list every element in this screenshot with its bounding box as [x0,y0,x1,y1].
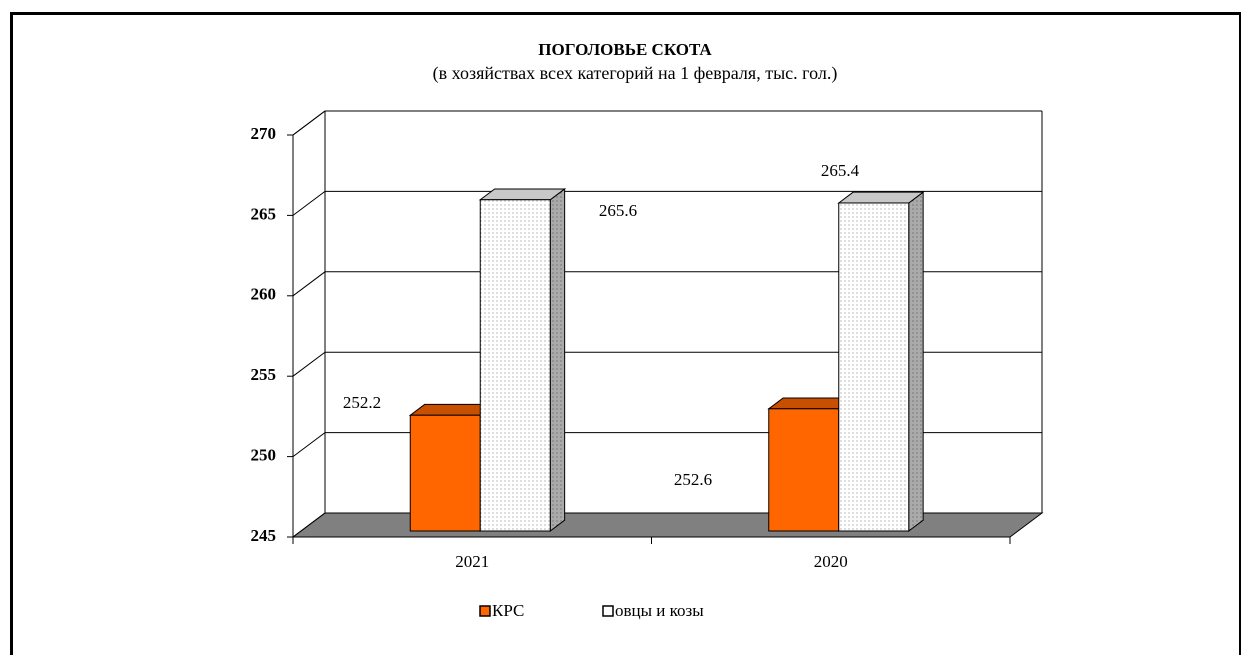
grid-line [292,190,1042,216]
floor [291,512,1044,538]
bar-front [838,202,910,532]
x-tick-label: 2021 [455,552,489,571]
bar-top [837,191,925,204]
value-label: 252.2 [343,393,381,412]
bar-front [479,199,551,532]
bar-front [409,414,481,532]
value-label: 265.6 [599,201,637,220]
grid-line [292,351,1042,377]
bar-front [768,408,840,532]
bar-side [549,187,566,532]
grid-line [292,110,1042,136]
legend-label: овцы и козы [615,601,704,620]
legend-label: КРС [492,601,524,620]
bar-top [478,188,567,201]
left-wall [292,110,326,537]
y-tick-label: 250 [251,446,277,465]
y-tick-label: 260 [251,285,277,304]
y-tick-label: 255 [251,365,277,384]
chart-subtitle: (в хозяйствах всех категорий на 1 феврал… [433,63,838,84]
value-label: 252.6 [674,470,712,489]
chart-title: ПОГОЛОВЬЕ СКОТА [538,40,712,59]
y-tick-label: 265 [251,204,277,223]
bar [837,191,925,532]
value-label: 265.4 [821,161,860,180]
grid-line [292,432,1042,458]
legend-swatch [479,605,491,617]
x-tick-label: 2020 [814,552,848,571]
bar [478,187,567,532]
bar-side [908,191,924,532]
chart: ПОГОЛОВЬЕ СКОТА (в хозяйствах всех катег… [251,40,1044,620]
grid-line [292,271,1042,297]
legend-swatch [602,605,614,617]
y-tick-label: 245 [251,526,277,545]
y-tick-label: 270 [251,124,277,143]
frame [10,12,1241,655]
